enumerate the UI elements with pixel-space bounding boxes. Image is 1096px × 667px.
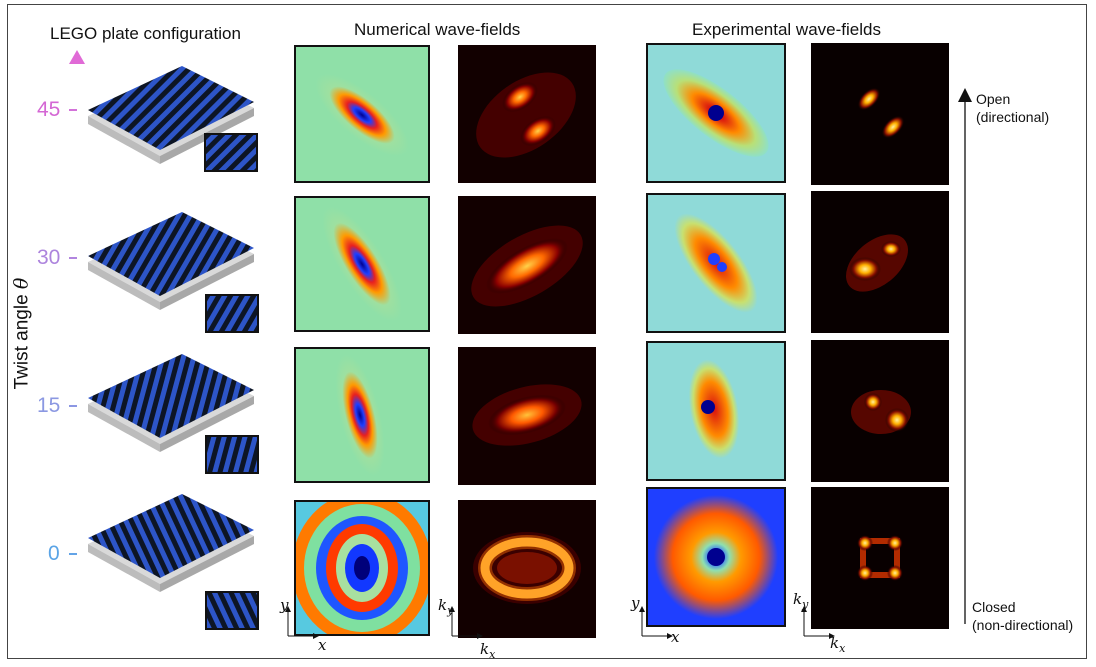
k-axes-experimental	[801, 606, 835, 639]
numerical-spectrum-45	[458, 45, 596, 183]
closed-sub-label: (non-directional)	[972, 617, 1074, 633]
numerical-spectrum-30	[458, 196, 596, 334]
ky-base: k	[438, 596, 448, 614]
experimental-field-0	[646, 487, 786, 627]
xy-axes-experimental	[639, 606, 673, 639]
open-line1: Open	[976, 91, 1011, 107]
directionality-arrow	[958, 88, 972, 624]
kx-sub: x	[489, 648, 496, 661]
numerical-field-45	[294, 45, 430, 183]
lego-plate-0	[88, 494, 259, 630]
twist-angle-label: Twist angle θ	[11, 264, 34, 404]
kx-label-exp: kx	[830, 634, 845, 655]
tick-0: 0	[48, 542, 60, 565]
lego-plate-45	[88, 66, 258, 172]
inset-0	[205, 591, 259, 630]
numerical-field-30	[294, 196, 430, 332]
tick-15: 15	[37, 394, 61, 417]
y-label-exp: y	[631, 594, 640, 612]
numerical-field-15	[294, 347, 430, 483]
ky-label-exp: ky	[793, 590, 808, 611]
twist-angle-text: Twist angle	[11, 289, 33, 390]
ky-sub: y	[447, 604, 454, 617]
numerical-spectrum-15	[458, 347, 596, 485]
inset-30	[205, 294, 259, 333]
tick-30: 30	[37, 246, 61, 269]
twist-angle-axis-arrow	[69, 50, 85, 602]
kx-sub-exp: x	[839, 642, 846, 655]
numerical-field-0	[294, 500, 430, 636]
inset-15	[205, 435, 259, 474]
lego-heading: LEGO plate configuration	[50, 24, 241, 43]
ky-label-num: ky	[438, 596, 453, 617]
inset-45	[204, 133, 258, 172]
numerical-spectrum-0	[458, 500, 596, 638]
theta-symbol: θ	[10, 277, 33, 290]
y-label-num: y	[280, 596, 289, 614]
open-sub-label: (directional)	[976, 109, 1050, 125]
experimental-heading: Experimental wave-fields	[692, 20, 881, 39]
experimental-field-15	[646, 341, 786, 481]
experimental-spectrum-45	[811, 43, 949, 185]
lego-plate-30	[88, 212, 259, 333]
ky-sub-exp: y	[802, 598, 809, 611]
kx-label-num: kx	[480, 640, 495, 661]
x-label-num: x	[318, 636, 327, 654]
experimental-spectrum-30	[811, 191, 949, 333]
open-label: Open	[976, 90, 1010, 108]
x-label-exp: x	[671, 628, 680, 646]
kx-base-exp: k	[830, 634, 840, 652]
experimental-field-45	[646, 43, 786, 183]
numerical-heading: Numerical wave-fields	[354, 20, 521, 39]
k-axes-numerical	[449, 606, 483, 639]
experimental-field-30	[646, 193, 786, 333]
experimental-spectrum-15	[811, 340, 949, 482]
tick-45: 45	[37, 98, 61, 121]
ky-base-exp: k	[793, 590, 803, 608]
lego-plate-15	[88, 354, 259, 474]
kx-base: k	[480, 640, 490, 658]
closed-label: Closed	[972, 599, 1016, 615]
experimental-spectrum-0	[811, 487, 949, 629]
xy-axes-numerical	[285, 606, 319, 639]
